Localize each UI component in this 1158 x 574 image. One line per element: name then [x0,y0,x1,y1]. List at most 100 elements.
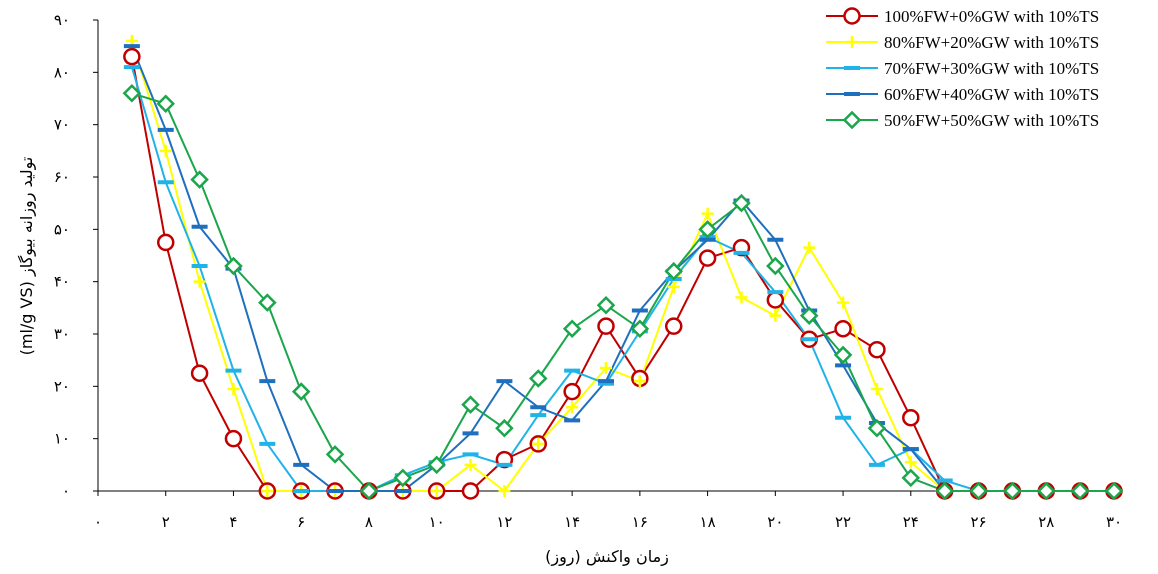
x-tick-label: ۲۴ [903,513,919,531]
legend-item-4: 60%FW+40%GW with 10%TS [826,85,1099,104]
data-point [664,261,684,281]
data-point [904,456,917,469]
legend-label: 80%FW+20%GW with 10%TS [884,33,1099,52]
data-point [664,317,683,335]
data-point [867,418,887,438]
data-point [1070,481,1090,501]
data-point [156,94,176,114]
data-point [227,382,240,395]
x-tick-label: ۸ [365,513,373,531]
y-tick-label: ۹۰ [54,11,70,29]
data-point [156,233,175,252]
data-point [122,83,142,103]
data-point [698,220,717,239]
legend: 100%FW+0%GW with 10%TS 80%FW+20%GW with 1… [826,7,1099,130]
y-tick-label: ۱۰ [54,430,70,448]
data-point [498,485,511,497]
x-tick-label: ۱۲ [496,513,512,531]
data-point [325,445,345,464]
data-point [901,468,921,488]
y-tick-label: ۶۰ [54,168,70,186]
series-markers-2 [125,34,1120,497]
data-point [1104,481,1124,501]
data-point [870,382,883,395]
data-point [633,375,646,388]
y-tick-label: ۴۰ [54,273,70,291]
data-point [393,468,413,488]
data-point [261,485,274,497]
legend-marker [846,36,858,48]
y-axis-title: تولید روزانه بیوگاز (ml/g VS) [17,157,37,356]
data-point [464,458,477,471]
data-point [528,369,548,388]
data-point [563,382,581,401]
data-point [799,306,819,325]
series-markers [122,34,1124,501]
x-tick-label: ۲۰ [767,513,783,531]
data-point [291,382,311,401]
data-point [803,241,816,254]
y-tick-label: ۵۰ [54,220,70,238]
data-point [159,144,172,157]
series-markers-5 [122,83,1124,501]
x-tick-label: ۱۰ [429,513,445,531]
data-point [766,256,785,276]
data-point [597,317,615,335]
data-point [427,455,446,475]
data-point [461,395,480,414]
data-point [600,362,612,375]
x-tick-label: ۴ [229,513,237,531]
x-axis-ticks: ۰ ۲ ۴ ۶ ۸ ۱۰ ۱۲ ۱۴ ۱۶ ۱۸ ۲۰ ۲۲ ۲۴ ۲۶ ۲۸ ۳۰ [94,491,1122,531]
x-tick-label: ۲ [162,513,170,531]
data-point [190,170,209,189]
data-point [193,275,206,288]
x-tick-label: ۲۸ [1038,513,1054,531]
data-point [495,418,514,438]
data-point [430,485,443,497]
data-point [461,482,480,500]
series-lines [130,40,1114,493]
x-tick-label: ۲۶ [970,513,986,531]
x-tick-label: ۳۰ [1106,513,1122,531]
data-point [258,293,277,312]
x-tick-label: ۱۸ [700,513,716,531]
data-point [532,437,545,450]
data-point [566,401,579,414]
legend-item-1: 100%FW+0%GW with 10%TS [826,7,1099,26]
data-point [1003,481,1022,501]
data-point [902,408,920,427]
data-point [766,291,785,309]
data-point [969,481,988,501]
x-tick-label: ۶ [297,513,305,531]
legend-item-2: 80%FW+20%GW with 10%TS [826,33,1099,52]
data-point [698,249,717,267]
data-point [701,207,714,220]
x-tick-label: ۲۲ [835,513,851,531]
data-point [224,429,243,448]
legend-item-3: 70%FW+30%GW with 10%TS [826,59,1099,78]
data-point [562,319,582,339]
data-point [190,364,209,382]
y-tick-label: ۸۰ [54,63,70,81]
data-point [667,280,680,293]
x-tick-label: ۱۴ [564,513,580,531]
y-tick-label: ۷۰ [54,116,70,134]
legend-label: 70%FW+30%GW with 10%TS [884,59,1099,78]
data-point [224,256,243,276]
legend-marker [843,7,861,25]
data-point [1036,481,1056,501]
y-tick-label: ۲۰ [54,377,70,395]
x-tick-label: ۱۶ [632,513,648,531]
x-axis-title: زمان واکنش (روز) [545,547,669,567]
x-tick-label: ۰ [94,513,102,531]
legend-label: 60%FW+40%GW with 10%TS [884,85,1099,104]
data-point [732,193,751,213]
data-point [833,345,853,365]
series-line-2 [130,40,1114,493]
data-point [630,319,650,339]
data-point [935,481,954,501]
y-tick-label: ۳۰ [54,325,70,343]
data-point [769,309,782,322]
data-point [735,291,748,304]
